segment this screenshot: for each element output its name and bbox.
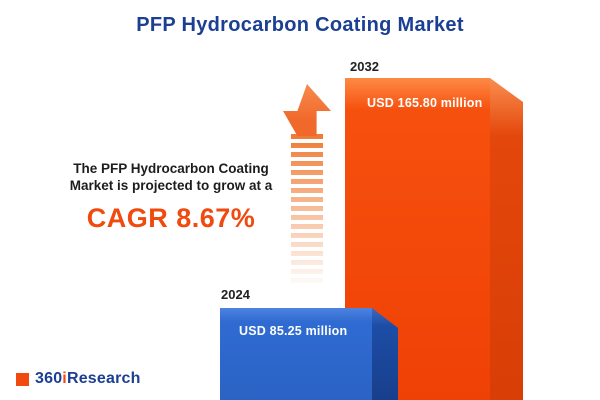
brand-logo-square-icon (16, 372, 29, 386)
growth-arrow-tail-icon (291, 134, 323, 284)
growth-arrow-icon (283, 84, 331, 136)
bar-2024-value-label: USD 85.25 million (239, 324, 348, 338)
brand-logo-prefix: 360 (35, 370, 63, 387)
bar-2024 (220, 308, 398, 400)
bar-2032-value-label: USD 165.80 million (367, 96, 483, 110)
brand-logo-suffix: Research (66, 370, 141, 387)
bar-2032-year-label: 2032 (350, 59, 379, 74)
brand-logo-text: 360iResearch (35, 370, 141, 388)
brand-logo: 360iResearch (16, 370, 141, 388)
bar-2024-year-label: 2024 (221, 287, 250, 302)
brand-logo-accent: i (62, 370, 67, 387)
page-title: PFP Hydrocarbon Coating Market (136, 14, 464, 36)
annotation-line2: Market is projected to grow at a (69, 178, 273, 193)
annotation-line1: The PFP Hydrocarbon Coating (73, 161, 269, 176)
annotation-block: The PFP Hydrocarbon Coating Market is pr… (36, 160, 306, 234)
cagr-value: CAGR 8.67% (86, 203, 256, 233)
